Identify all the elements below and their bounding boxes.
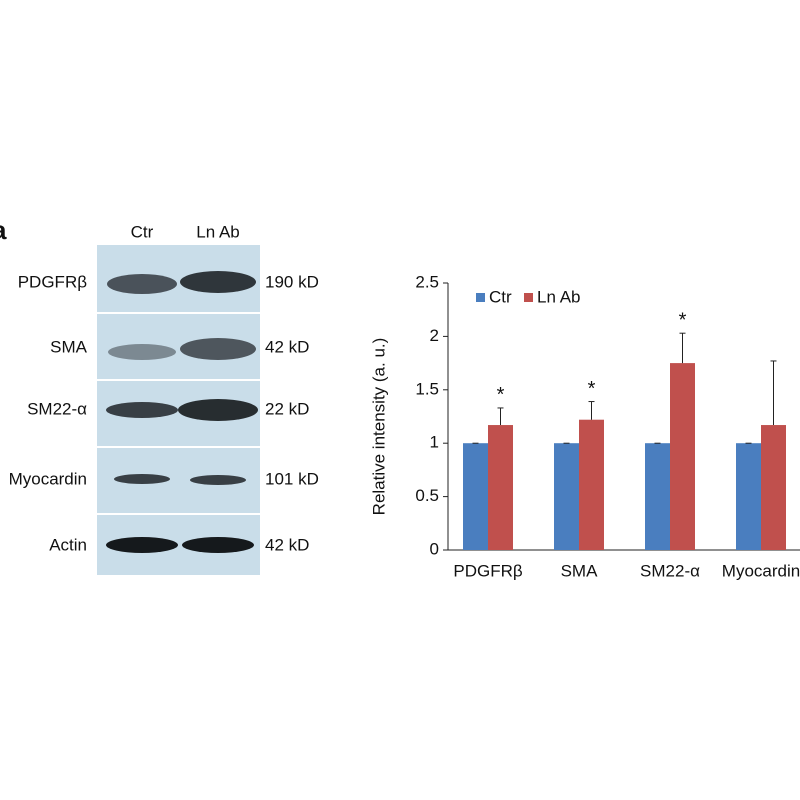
significance-mark: * bbox=[497, 384, 505, 406]
bar bbox=[554, 443, 579, 550]
bar bbox=[463, 443, 488, 550]
size-label: 22 kD bbox=[265, 399, 309, 418]
legend-swatch bbox=[524, 293, 533, 302]
blot-labels: Ctr Ln Ab PDGFRβ 190 kD SMA 42 kD SM22-α 22 kD M… bbox=[9, 222, 319, 554]
significance-mark: * bbox=[588, 378, 596, 400]
band bbox=[178, 399, 258, 421]
size-label: 190 kD bbox=[265, 272, 319, 291]
band bbox=[190, 475, 246, 485]
band bbox=[182, 537, 254, 553]
protein-label: PDGFRβ bbox=[18, 272, 88, 291]
size-label: 42 kD bbox=[265, 337, 309, 356]
y-axis-label: Relative intensity (a. u.) bbox=[369, 338, 388, 516]
x-tick-label: SM22-α bbox=[640, 561, 700, 580]
protein-label: Myocardin bbox=[9, 469, 87, 488]
band bbox=[107, 274, 177, 294]
x-tick-label: PDGFRβ bbox=[453, 561, 523, 580]
y-tick-label: 0.5 bbox=[415, 486, 439, 505]
y-tick-label: 1 bbox=[430, 433, 439, 452]
size-label: 42 kD bbox=[265, 535, 309, 554]
error-bar bbox=[770, 360, 777, 426]
protein-label: Actin bbox=[49, 535, 87, 554]
band bbox=[180, 271, 256, 293]
legend-swatch bbox=[476, 293, 485, 302]
band bbox=[180, 338, 256, 360]
legend-label: Ln Ab bbox=[537, 287, 581, 306]
band bbox=[114, 474, 170, 484]
lane-label: Ln Ab bbox=[196, 222, 240, 241]
bar bbox=[736, 443, 761, 550]
protein-label: SMA bbox=[50, 337, 88, 356]
y-tick-label: 0 bbox=[430, 539, 439, 558]
blot-panel bbox=[97, 245, 260, 575]
error-bar bbox=[588, 401, 595, 420]
size-label: 101 kD bbox=[265, 469, 319, 488]
band bbox=[108, 344, 176, 360]
bar bbox=[670, 363, 695, 550]
y-tick-label: 2.5 bbox=[415, 272, 439, 291]
legend-label: Ctr bbox=[489, 287, 512, 306]
band bbox=[106, 402, 178, 418]
bar-chart: 0 0.5 1 1.5 2 2.5 Relative intensity (a. u.) PD… bbox=[369, 272, 800, 580]
y-tick-label: 2 bbox=[430, 326, 439, 345]
bar bbox=[761, 425, 786, 550]
bar bbox=[488, 425, 513, 550]
error-bar bbox=[679, 332, 686, 364]
significance-mark: * bbox=[679, 309, 687, 331]
y-tick-label: 1.5 bbox=[415, 379, 439, 398]
x-tick-label: SMA bbox=[561, 561, 599, 580]
error-bar bbox=[497, 407, 504, 426]
bar bbox=[579, 419, 604, 550]
x-tick-label: Myocardin bbox=[722, 561, 800, 580]
bar bbox=[645, 443, 670, 550]
band bbox=[106, 537, 178, 553]
protein-label: SM22-α bbox=[27, 399, 87, 418]
panel-label: a bbox=[0, 215, 7, 245]
lane-label: Ctr bbox=[131, 222, 154, 241]
